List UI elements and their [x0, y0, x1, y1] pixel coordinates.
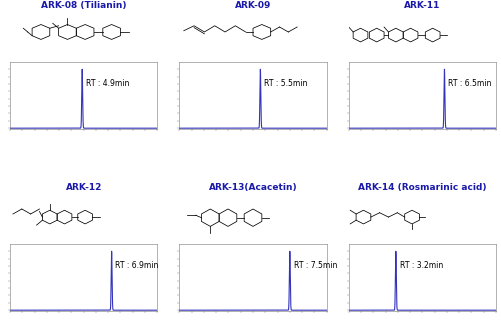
Title: ARK-08 (Tilianin): ARK-08 (Tilianin) — [41, 1, 126, 10]
Text: RT : 5.5min: RT : 5.5min — [264, 79, 308, 88]
Text: RT : 7.5min: RT : 7.5min — [294, 261, 337, 270]
Title: ARK-13(Acacetin): ARK-13(Acacetin) — [209, 183, 297, 192]
Title: ARK-14 (Rosmarinic acid): ARK-14 (Rosmarinic acid) — [358, 183, 486, 192]
Text: RT : 6.9min: RT : 6.9min — [115, 261, 159, 270]
Title: ARK-11: ARK-11 — [404, 1, 440, 10]
Title: ARK-12: ARK-12 — [66, 183, 102, 192]
Title: ARK-09: ARK-09 — [235, 1, 271, 10]
Text: RT : 3.2min: RT : 3.2min — [399, 261, 443, 270]
Text: RT : 4.9min: RT : 4.9min — [86, 79, 129, 88]
Text: RT : 6.5min: RT : 6.5min — [448, 79, 491, 88]
